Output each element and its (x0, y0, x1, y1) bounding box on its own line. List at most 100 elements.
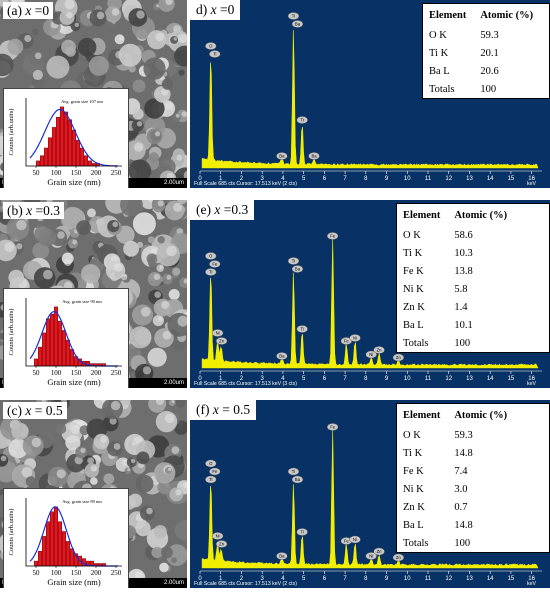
sem-scale-bar: 2.00um (163, 380, 184, 386)
spectrum-fill (201, 29, 539, 169)
eds-panel-label: d) x =0 (190, 0, 241, 20)
histogram-bar (56, 116, 60, 167)
peak-tag: Fe (209, 260, 221, 268)
element-name: Ba L (403, 519, 424, 531)
histogram-tick-label: 150 (71, 369, 82, 377)
eds-tick-label: 12 (445, 576, 452, 582)
svg-text:Ti: Ti (292, 469, 295, 474)
atomic-percent: 20.6 (480, 65, 499, 77)
table-header: Element (403, 209, 441, 221)
histogram-tick-label: 200 (91, 369, 102, 377)
svg-text:Zn: Zn (377, 549, 383, 554)
grain-size-histogram: Avg. grain size 90 nm 50 100 150 200 250 Grain… (3, 288, 129, 388)
histogram-bar (36, 160, 40, 167)
peak-tag: Zn (373, 346, 385, 354)
histogram-title: Avg. grain size 107 nm (61, 99, 103, 104)
table-header: Element (429, 9, 467, 21)
eds-tick-label: 6 (323, 176, 327, 182)
svg-text:Ba: Ba (279, 554, 285, 559)
svg-text:Ba: Ba (311, 154, 317, 159)
element-name: Totals (403, 537, 429, 549)
table-row: O K 58.6 (397, 226, 507, 244)
svg-text:Zn: Zn (219, 542, 225, 547)
table-row: Ti K 14.8 (397, 444, 507, 462)
eds-spectrum: O Ti Ti Ba Ti Ba Ba 0 1 2 3 4 5 6 7 8 9 10 11 12 13 14 15 16 Ful… (190, 0, 550, 188)
histogram-bar (46, 521, 50, 567)
sem-panel-label: (b) x =0.3 (3, 202, 64, 219)
peak-tag: Ti (287, 257, 300, 265)
histogram-bar (68, 119, 72, 167)
gaussian-fit-line (29, 108, 118, 167)
svg-text:Zn: Zn (396, 355, 402, 360)
table-row: Ti K 20.1 (423, 44, 533, 62)
svg-text:Ni: Ni (369, 554, 373, 559)
table-header: Atomic (%) (480, 9, 534, 21)
histogram-bar (46, 318, 50, 367)
histogram-tick-label: 50 (33, 569, 41, 577)
peak-tag: Ni (349, 535, 361, 544)
eds-tick-label: 14 (487, 576, 494, 582)
eds-tick-label: 16 (528, 576, 535, 582)
element-name: Ni K (403, 283, 424, 295)
histogram-bar (66, 541, 70, 567)
histogram-bar (38, 550, 42, 567)
eds-tick-label: 15 (508, 176, 515, 182)
eds-tick-label: 3 (261, 376, 265, 382)
panel-variable: x (214, 202, 221, 217)
histogram-bar (62, 330, 66, 367)
peak-tag: Ni (211, 532, 224, 540)
eds-tick-label: 1 (219, 576, 223, 582)
svg-text:O: O (209, 254, 213, 259)
eds-tick-label: 15 (508, 576, 515, 582)
sem-scale-bar: 2.00um (163, 180, 184, 186)
peak-tag: Ti (205, 475, 217, 484)
table-row: Fe K 13.8 (397, 262, 507, 280)
table-row: Ti K 10.3 (397, 244, 507, 262)
eds-unit: keV (527, 381, 536, 387)
histogram-title: Avg. grain size 89 nm (62, 499, 102, 504)
histogram-tick-label: 100 (51, 369, 62, 377)
atomic-percent: 14.8 (454, 519, 473, 531)
peak-tag: Zn (373, 547, 385, 556)
eds-tick-label: 9 (385, 376, 389, 382)
eds-tick-label: 0 (198, 176, 202, 182)
svg-text:Ba: Ba (295, 477, 301, 482)
eds-tick-label: 2 (240, 576, 244, 582)
histogram-bar (64, 111, 68, 167)
atomic-percent: 100 (454, 537, 471, 549)
peak-tag: Ti (296, 325, 308, 333)
eds-tick-label: 6 (323, 576, 327, 582)
svg-text:Zn: Zn (219, 339, 225, 344)
peak-tag: Zn (392, 553, 405, 562)
eds-tick-label: 3 (261, 576, 265, 582)
panel-letter: (a) (7, 3, 26, 18)
histogram-bar (48, 137, 52, 167)
histogram-bar (62, 531, 66, 567)
eds-tick-label: 14 (487, 376, 494, 382)
peak-tag: Ti (205, 268, 217, 276)
panel-value: = 0.5 (218, 402, 251, 417)
eds-tick-label: 11 (425, 176, 432, 182)
eds-tick-label: 9 (385, 176, 389, 182)
eds-tick-label: 2 (240, 176, 244, 182)
table-row: Zn K 0.7 (397, 498, 507, 516)
eds-unit: keV (527, 581, 536, 587)
element-name: Ti K (403, 447, 423, 459)
histogram-xlabel: Grain size (nm) (47, 577, 101, 587)
peak-tag: Ba (308, 152, 320, 160)
svg-text:Ti: Ti (292, 259, 295, 264)
grain-size-histogram: Avg. grain size 107 nm 50 100 150 200 250 Grai… (3, 88, 129, 188)
eds-panel-label: (e) x =0.3 (190, 200, 255, 220)
svg-text:Ba: Ba (279, 354, 285, 359)
element-name: O K (429, 29, 447, 41)
peak-tag: Ti (287, 12, 300, 20)
peak-tag: Zn (392, 353, 405, 362)
histogram-tick-label: 100 (51, 569, 62, 577)
eds-footer: Full Scale 685 cts Cursor: 17.513 keV (2… (194, 181, 297, 187)
eds-tick-label: 8 (364, 376, 368, 382)
element-name: Ti K (403, 247, 423, 259)
atomic-percent: 3.0 (454, 483, 468, 495)
sem-panel-label: (c) x = 0.5 (3, 402, 67, 419)
peak-tag: Zn (215, 540, 228, 548)
composition-table: Element Atomic (%) O K 59.3 Ti K 20.1 Ba L 20.6… (423, 4, 533, 98)
